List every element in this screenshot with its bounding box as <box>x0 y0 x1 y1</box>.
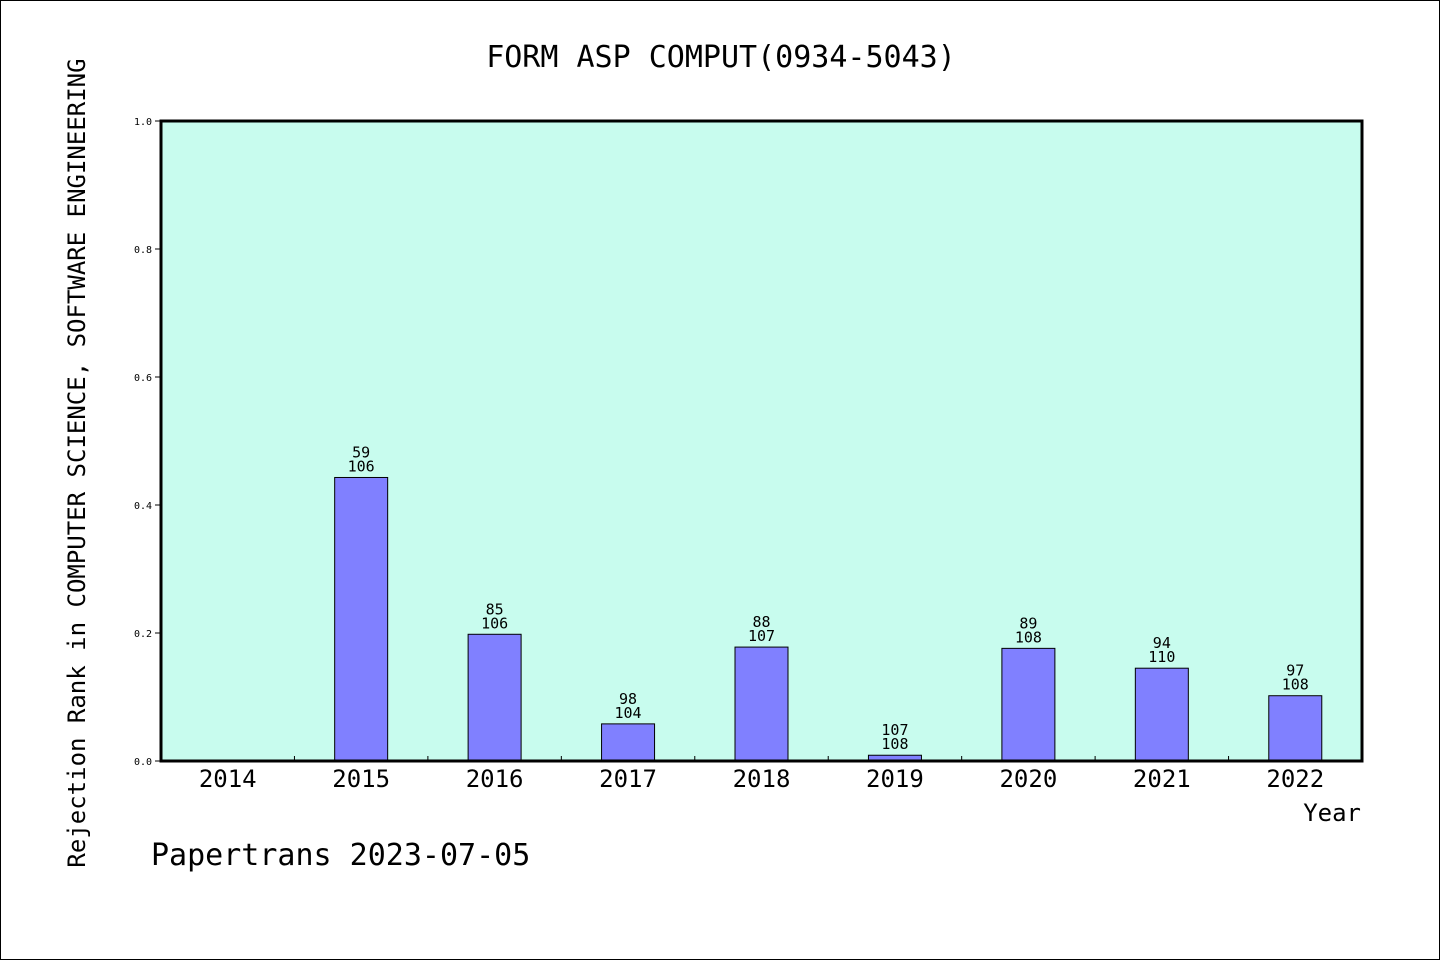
bar-rank-label: 94 <box>1153 634 1171 652</box>
bar-rank-label: 89 <box>1019 614 1037 632</box>
y-tick-label: 0.6 <box>134 373 152 384</box>
y-tick-label: 1.0 <box>134 117 152 128</box>
x-tick-label: 2017 <box>599 765 657 793</box>
y-tick-label: 0.2 <box>134 629 152 640</box>
bar-total-label: 110 <box>1148 648 1175 666</box>
bar-total-label: 108 <box>1015 628 1042 646</box>
bar-rank-label: 107 <box>881 721 908 739</box>
x-tick-label: 2020 <box>999 765 1057 793</box>
bar-total-label: 106 <box>348 457 375 475</box>
bar-rank-label: 59 <box>352 443 370 461</box>
x-tick-label: 2016 <box>466 765 524 793</box>
bar-rank-label: 88 <box>752 613 770 631</box>
x-tick-label: 2019 <box>866 765 924 793</box>
y-tick-label: 0.0 <box>134 757 152 768</box>
bar-rank-label: 98 <box>619 690 637 708</box>
bar <box>1134 667 1189 762</box>
x-tick-label: 2015 <box>332 765 390 793</box>
footer-text: Papertrans 2023-07-05 <box>151 838 530 873</box>
bar <box>334 476 389 762</box>
bar-total-label: 108 <box>881 735 908 753</box>
bar-rank-label: 97 <box>1286 662 1304 680</box>
bar-rank-label: 85 <box>486 600 504 618</box>
bar <box>467 633 522 762</box>
x-tick-label: 2021 <box>1133 765 1191 793</box>
plot-border <box>159 119 1364 763</box>
y-tick-label: 0.4 <box>134 501 152 512</box>
bar <box>1001 647 1056 762</box>
bar <box>601 723 656 762</box>
x-tick-label: 2014 <box>199 765 257 793</box>
x-axis-label: Year <box>1303 799 1361 827</box>
x-tick-label: 2022 <box>1266 765 1324 793</box>
bar-total-label: 107 <box>748 627 775 645</box>
bar-total-label: 104 <box>615 704 642 722</box>
x-ticks-group: 2014 2015 2016 2017 2018 2019 2020 2021 2022 <box>199 756 1324 793</box>
y-axis-label: Rejection Rank in COMPUTER SCIENCE, SOFT… <box>63 58 91 867</box>
y-ticks-group: 0.0 0.2 0.4 0.6 0.8 1.0 <box>134 117 161 768</box>
bar-total-label: 106 <box>481 614 508 632</box>
bar <box>1268 695 1323 762</box>
bar <box>734 646 789 762</box>
y-tick-label: 0.8 <box>134 245 152 256</box>
bars-group <box>334 476 1323 762</box>
bar-total-label: 108 <box>1282 676 1309 694</box>
x-tick-label: 2018 <box>733 765 791 793</box>
chart-title: FORM ASP COMPUT(0934-5043) <box>486 40 956 75</box>
